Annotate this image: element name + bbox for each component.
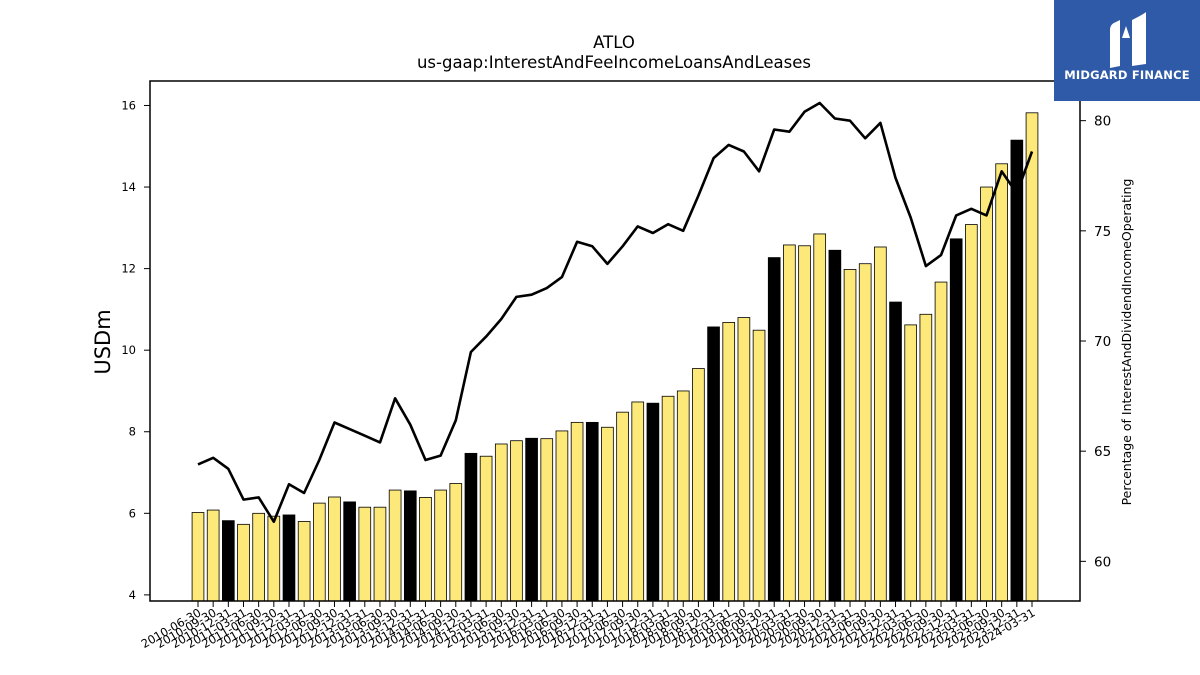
bar <box>995 163 1008 602</box>
bar <box>646 402 660 602</box>
bar <box>525 437 538 602</box>
bar <box>585 421 599 602</box>
bar <box>479 455 493 602</box>
plot-frame <box>149 80 1081 602</box>
bar <box>934 281 948 602</box>
y2-tick-label: 65 <box>1094 444 1111 460</box>
y-tick-label: 6 <box>129 506 136 520</box>
bar <box>464 452 478 602</box>
line-path <box>197 101 1034 524</box>
bar <box>783 244 796 602</box>
bar <box>267 515 281 602</box>
chart-title: ATLO <box>593 33 635 52</box>
bar <box>191 512 205 602</box>
y2-tick-label: 80 <box>1094 114 1111 130</box>
bar <box>813 233 827 602</box>
bar <box>222 520 235 602</box>
bar <box>904 324 918 602</box>
x-axis: 2010-06-302010-09-302010-12-312011-03-31… <box>139 601 1038 651</box>
bar <box>616 411 629 602</box>
y2-axis-label: Percentage of InterestAndDividendIncomeO… <box>1119 179 1134 506</box>
bar <box>828 249 842 602</box>
y-tick-label: 10 <box>121 343 136 357</box>
bar <box>980 186 993 602</box>
chart-subtitle: us-gaap:InterestAndFeeIncomeLoansAndLeas… <box>417 53 811 72</box>
bar <box>297 521 311 602</box>
bar <box>858 263 872 602</box>
bar <box>358 506 372 602</box>
bar <box>752 329 766 602</box>
y-tick-label: 16 <box>121 98 136 112</box>
bar <box>919 313 933 602</box>
y-tick-label: 12 <box>121 262 136 276</box>
bar <box>676 390 690 602</box>
bar <box>661 395 675 602</box>
stylized-m-icon <box>1110 12 1146 68</box>
bar <box>312 502 326 602</box>
brand-name: MIDGARD FINANCE <box>1064 68 1190 82</box>
bar <box>949 238 963 602</box>
brand-logo: MIDGARD FINANCE <box>1054 0 1200 101</box>
bar <box>889 301 902 602</box>
y2-tick-label: 70 <box>1094 334 1111 350</box>
bar <box>843 269 857 602</box>
y-tick-label: 4 <box>129 588 136 602</box>
bar <box>252 512 265 602</box>
bar <box>767 257 781 602</box>
y-axis-label: USDm <box>91 309 115 374</box>
bar <box>282 514 296 602</box>
bar <box>328 496 341 602</box>
y2-axis: 60 65 70 75 80 <box>1080 114 1111 570</box>
bar <box>237 523 250 602</box>
bar <box>1025 112 1039 602</box>
bar <box>494 443 508 602</box>
bar <box>373 506 387 602</box>
y-axis: 4 6 8 10 12 14 16 <box>121 98 150 602</box>
bar <box>601 426 614 602</box>
bar <box>403 490 417 602</box>
bar <box>570 421 584 602</box>
bar-series <box>191 112 1039 602</box>
bar <box>722 322 736 602</box>
bar <box>540 438 554 602</box>
bar <box>449 483 463 602</box>
bar <box>874 246 887 602</box>
y2-tick-label: 75 <box>1094 224 1111 240</box>
y-tick-label: 8 <box>129 425 136 439</box>
line-series <box>197 101 1034 524</box>
bar <box>388 489 402 602</box>
bar <box>555 430 569 602</box>
bar <box>707 326 720 602</box>
bar <box>631 401 645 602</box>
bar <box>1010 139 1024 602</box>
bar <box>434 489 447 602</box>
bar <box>343 501 356 602</box>
bar <box>510 440 523 602</box>
bar <box>737 317 751 602</box>
y2-tick-label: 60 <box>1094 554 1111 570</box>
y-tick-label: 14 <box>121 180 136 194</box>
bar <box>965 224 978 602</box>
bar <box>798 245 811 602</box>
bar <box>419 497 432 602</box>
bar <box>692 368 705 602</box>
bar <box>206 509 220 602</box>
